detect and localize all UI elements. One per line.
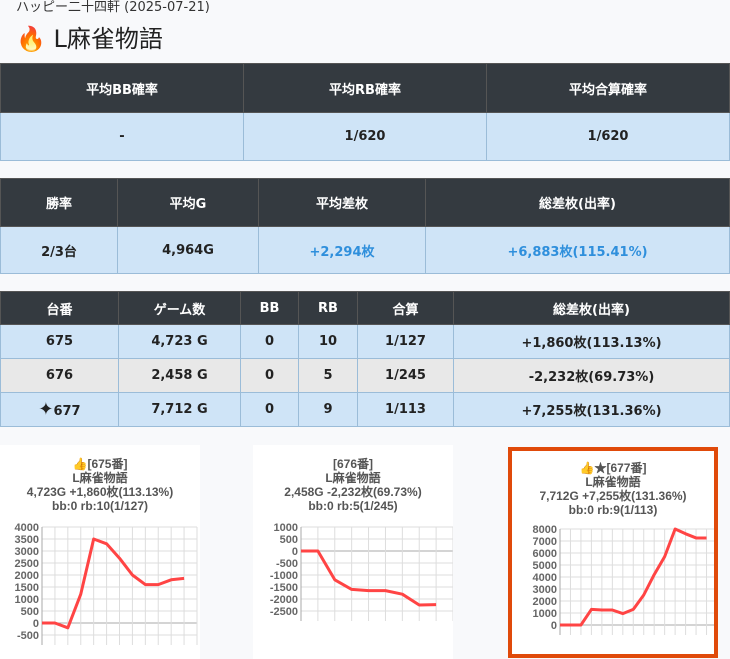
chart-title: bb:0 rb:5(1/245) [308,499,398,513]
col-header: RB [298,291,358,325]
series-line [42,537,185,630]
col-header: 総差枚(出率) [453,291,730,325]
rb: 9 [298,392,358,427]
chart-title: 7,712G +7,255枚(131.36%) [539,489,687,503]
machine-table: 台番 ゲーム数 BB RB 合算 総差枚(出率) 675 4,723 G 0 10 1/127 +1… [0,291,730,427]
chart-title: bb:0 rb:10(1/127) [51,499,149,513]
col-header: 平均G [117,178,259,227]
bb: 0 [240,358,299,393]
y-tick-label: 0 [551,620,557,632]
avg-games: 4,964G [117,226,259,274]
table-row[interactable]: ✦677 7,712 G 0 9 1/113 +7,255枚(131.36%) [0,392,730,427]
y-tick-label: 2500 [15,558,39,570]
y-tick-label: 3000 [15,546,39,558]
y-tick-label: 0 [33,618,39,630]
machine-number[interactable]: 676 [0,358,119,393]
y-tick-label: 500 [21,606,39,618]
chart-title: L麻雀物語 [585,475,641,489]
chart-title: 2,458G -2,232枚(69.73%) [284,485,422,499]
games: 7,712 G [118,392,241,427]
avg-diff: +2,294枚 [258,226,426,274]
series-line [301,549,437,607]
machine-number-text: 677 [53,403,81,419]
chart-title: 4,723G +1,860枚(113.13%) [26,485,174,499]
chart-title: L麻雀物語 [72,471,128,485]
diff: -2,232枚(69.73%) [453,358,730,393]
games: 2,458 G [118,358,241,393]
machine-number[interactable]: 675 [0,324,119,359]
y-tick-label: -2000 [270,594,298,606]
diff: +7,255枚(131.36%) [453,392,730,427]
hall-name: ハッピー二十四軒 (2025-07-21) [16,0,210,15]
rb: 10 [298,324,358,359]
col-header: 合算 [357,291,454,325]
rb: 5 [298,358,358,393]
table-row[interactable]: 675 4,723 G 0 10 1/127 +1,860枚(113.13%) [0,324,730,359]
y-tick-label: 0 [292,546,298,558]
y-tick-label: 5000 [533,560,557,572]
y-tick-label: 2000 [533,596,557,608]
col-header: 平均BB確率 [0,63,244,113]
y-tick-label: 2000 [15,570,39,582]
y-tick-label: 500 [280,534,298,546]
avg-bb: - [0,112,244,161]
y-tick-label: -2500 [270,606,298,618]
col-header: 平均差枚 [258,178,426,227]
games: 4,723 G [118,324,241,359]
y-tick-label: 1000 [15,594,39,606]
y-tick-label: 4000 [533,572,557,584]
chart-card-676[interactable]: [676番] L麻雀物語 2,458G -2,232枚(69.73%) bb:0 rb… [253,445,453,659]
win-rate: 2/3台 [0,226,118,274]
combined: 1/127 [357,324,454,359]
chart-title: bb:0 rb:9(1/113) [568,503,658,517]
chart-title: L麻雀物語 [325,471,381,485]
col-header: BB [240,291,299,325]
y-tick-label: 8000 [533,524,557,536]
y-tick-label: 1000 [533,608,557,620]
sparkle-icon: ✦ [38,398,54,420]
col-header: 台番 [0,291,119,325]
y-tick-label: -500 [17,630,39,642]
y-tick-label: -500 [276,558,298,570]
col-header: 総差枚(出率) [425,178,730,227]
probability-summary-table: 平均BB確率 平均RB確率 平均合算確率 -1/620 1/620 [0,63,730,161]
chart-title: [676番] [332,457,373,471]
y-tick-label: -1000 [270,570,298,582]
machine-number[interactable]: ✦677 [0,392,119,427]
combined: 1/113 [357,392,454,427]
page-title: 🔥 L麻雀物語 [16,24,163,54]
chart-title: 👍★[677番] [579,461,647,475]
y-tick-label: 3000 [533,584,557,596]
y-tick-label: 1000 [274,522,298,534]
bb: 0 [240,392,299,427]
y-tick-label: 6000 [533,548,557,560]
chart-card-675[interactable]: 👍[675番] L麻雀物語 4,723G +1,860枚(113.13%) bb:0 … [0,445,200,659]
col-header: 平均RB確率 [243,63,487,113]
col-header: 勝率 [0,178,118,227]
combined: 1/245 [357,358,454,393]
fire-icon: 🔥 [16,25,46,53]
y-tick-label: -1500 [270,582,298,594]
chart-title: 👍[675番] [72,457,128,471]
col-header: ゲーム数 [118,291,241,325]
machine-title: L麻雀物語 [53,25,163,53]
series-line [560,527,707,627]
col-header: 平均合算確率 [486,63,730,113]
chart-card-677[interactable]: 👍★[677番] L麻雀物語 7,712G +7,255枚(131.36%) bb:0… [508,447,718,658]
y-tick-label: 7000 [533,536,557,548]
result-summary-table: 勝率 平均G 平均差枚 総差枚(出率) 2/3台 4,964G +2,294枚 +6,883… [0,178,730,274]
y-tick-label: 3500 [15,534,39,546]
avg-total: 1/620 [486,112,730,161]
diff: +1,860枚(113.13%) [453,324,730,359]
table-row[interactable]: 676 2,458 G 0 5 1/245 -2,232枚(69.73%) [0,358,730,393]
y-tick-label: 1500 [15,582,39,594]
avg-rb: 1/620 [243,112,487,161]
y-tick-label: 4000 [15,522,39,534]
total-diff: +6,883枚(115.41%) [425,226,730,274]
bb: 0 [240,324,299,359]
